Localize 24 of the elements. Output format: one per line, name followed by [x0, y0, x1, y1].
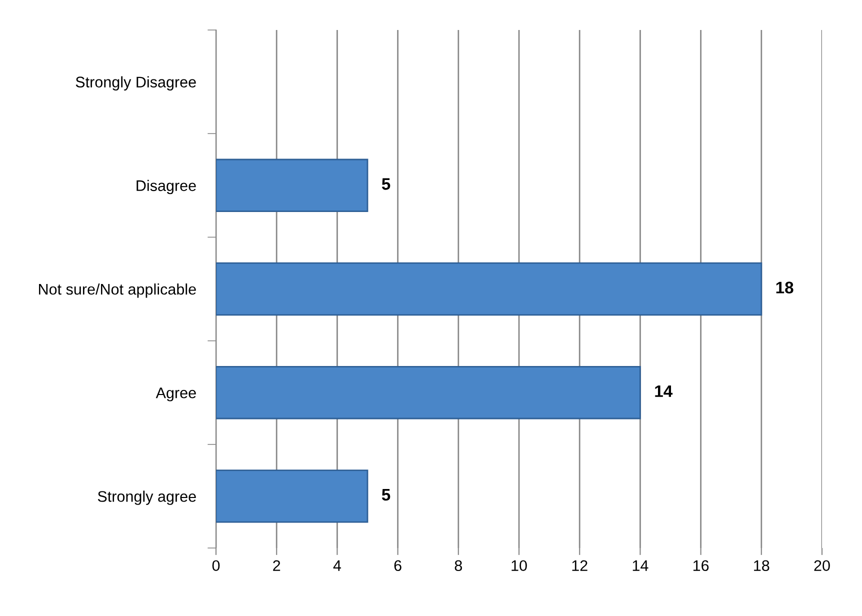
- x-tick-label: 16: [693, 560, 709, 572]
- x-tick-label: 10: [512, 560, 527, 572]
- y-tick-label: Strongly Disagree: [76, 76, 196, 91]
- y-tick-label: Not sure/Not applicable: [39, 283, 196, 298]
- y-tick-label: Agree: [156, 388, 196, 402]
- x-tick-label: 18: [754, 560, 770, 572]
- x-tick-label: 2: [273, 560, 280, 571]
- y-tick-label: Disagree: [136, 180, 196, 194]
- data-label: 18: [776, 282, 794, 294]
- x-tick-label: 20: [814, 560, 830, 572]
- data-label: 5: [382, 489, 390, 501]
- bar: [216, 366, 641, 420]
- x-tick-label: 8: [454, 560, 462, 572]
- x-tick-label: 6: [394, 560, 402, 572]
- bar: [216, 262, 762, 316]
- bar: [216, 470, 368, 523]
- bar: [216, 158, 368, 212]
- x-tick-label: 4: [333, 560, 341, 571]
- data-label: 14: [655, 385, 673, 397]
- x-tick-label: 0: [212, 560, 220, 572]
- x-tick-label: 12: [572, 560, 588, 571]
- x-tick-label: 14: [632, 560, 648, 571]
- y-tick-label: Strongly agree: [98, 490, 196, 505]
- data-label: 5: [382, 178, 390, 190]
